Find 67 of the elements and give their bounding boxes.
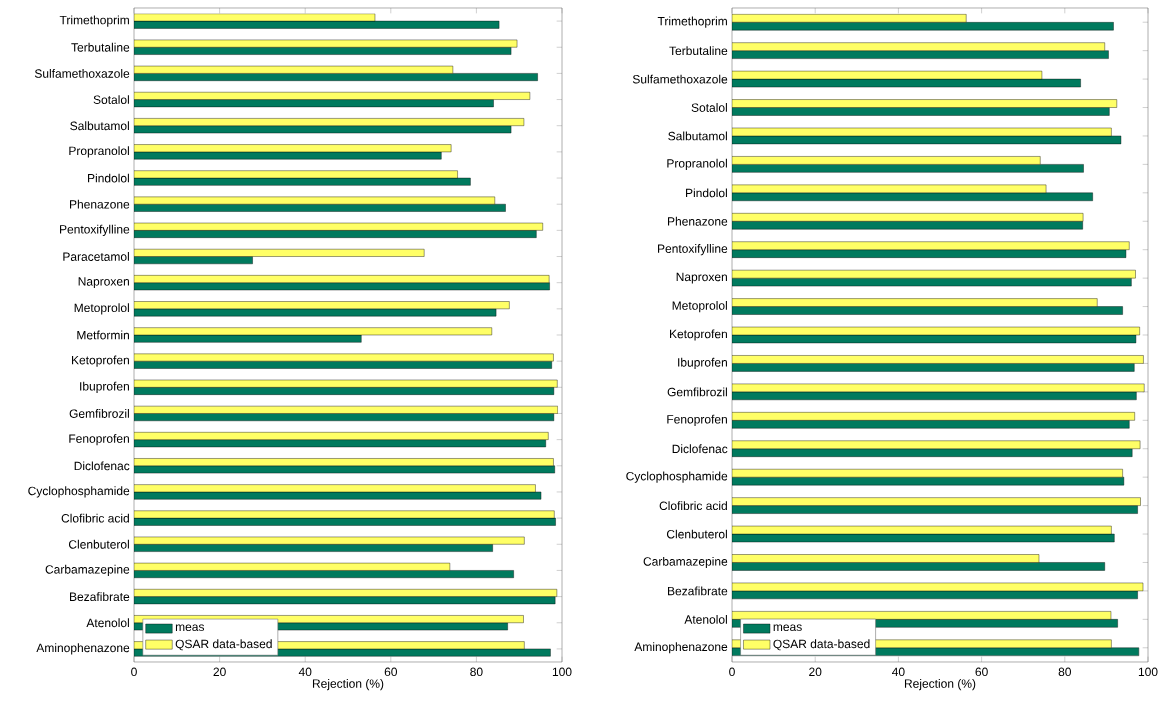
y-tick-label: Ibuprofen — [80, 381, 129, 393]
x-tick-label: 80 — [1058, 667, 1072, 677]
y-tick-label: Pentoxifylline — [60, 224, 130, 236]
y-tick-label: Metoprolol — [74, 303, 129, 315]
y-tick-label: Fenoprofen — [69, 434, 129, 446]
legend-label: meas — [175, 624, 205, 632]
y-tick-label: Cyclophosphamide — [28, 486, 130, 498]
y-tick-label: Cyclophosphamide — [626, 471, 728, 483]
y-tick-label: Salbutamol — [668, 131, 727, 141]
legend-label: QSAR data-based — [773, 639, 870, 651]
y-tick-label: Paracetamol — [63, 252, 129, 261]
y-tick-label: Propranolol — [69, 146, 129, 158]
legend-label: QSAR data-based — [175, 639, 272, 651]
x-tick-label: 100 — [1138, 667, 1158, 677]
y-tick-label: Trimethoprim — [59, 15, 129, 27]
y-tick-label: Aminophenazone — [634, 642, 728, 654]
x-tick-label: 40 — [892, 667, 905, 677]
y-tick-label: Metformin — [77, 330, 129, 340]
y-tick-label: Clofibric acid — [61, 513, 129, 523]
y-tick-label: Diclofenac — [74, 461, 130, 471]
y-tick-label: Bezafibrate — [70, 592, 130, 602]
y-tick-label: Trimethoprim — [657, 16, 727, 28]
y-tick-label: Terbutaline — [669, 46, 728, 56]
y-tick-label: Bezafibrate — [668, 586, 728, 596]
y-tick-label: Ibuprofen — [678, 357, 727, 370]
y-tick-label: Sotalol — [691, 103, 727, 112]
x-tick-label: 0 — [729, 667, 735, 677]
y-tick-label: Pindolol — [88, 173, 129, 183]
x-tick-label: 40 — [298, 667, 312, 677]
y-tick-label: Clenbuterol — [666, 529, 727, 539]
y-tick-label: Pindolol — [686, 188, 727, 198]
y-tick-label: Carbamazepine — [45, 564, 130, 577]
y-tick-label: Sulfamethoxazole — [632, 74, 728, 84]
legend-label: meas — [773, 624, 802, 632]
x-tick-label: 20 — [213, 667, 226, 677]
y-tick-label: Naproxen — [78, 277, 129, 289]
y-tick-label: Salbutamol — [70, 121, 129, 131]
y-tick-label: Propranolol — [667, 158, 727, 170]
y-tick-label: Gemfibrozil — [667, 387, 727, 397]
x-axis-title: Rejection (%) — [904, 679, 976, 691]
y-tick-label: Pentoxifylline — [658, 244, 728, 256]
y-tick-label: Ketoprofen — [72, 355, 129, 367]
y-tick-label: Aminophenazone — [36, 643, 130, 655]
x-tick-label: 100 — [552, 667, 572, 677]
y-tick-label: Clenbuterol — [68, 539, 129, 549]
y-tick-label: Naproxen — [676, 272, 727, 284]
x-tick-label: 20 — [809, 667, 822, 677]
x-tick-label: 60 — [975, 667, 988, 677]
y-tick-label: Atenolol — [684, 614, 727, 624]
y-tick-label: Clofibric acid — [659, 501, 727, 511]
bar — [134, 353, 554, 362]
y-tick-label: Phenazone — [668, 216, 728, 226]
x-tick-label: 80 — [470, 667, 483, 677]
y-tick-label: Diclofenac — [672, 444, 728, 454]
y-tick-label: Terbutaline — [71, 42, 130, 52]
y-tick-label: Atenolol — [86, 618, 129, 628]
y-tick-label: Ketoprofen — [670, 329, 727, 341]
y-tick-label: Sulfamethoxazole — [34, 68, 130, 78]
y-tick-label: Gemfibrozil — [69, 409, 129, 418]
y-tick-label: Carbamazepine — [643, 556, 728, 569]
x-tick-label: 0 — [131, 667, 137, 677]
x-axis-title: Rejection (%) — [312, 679, 384, 691]
y-tick-label: Phenazone — [70, 199, 130, 209]
y-tick-label: Fenoprofen — [667, 414, 727, 426]
y-tick-label: Metoprolol — [672, 300, 727, 313]
x-tick-label: 60 — [384, 667, 398, 677]
y-tick-label: Sotalol — [93, 95, 129, 104]
